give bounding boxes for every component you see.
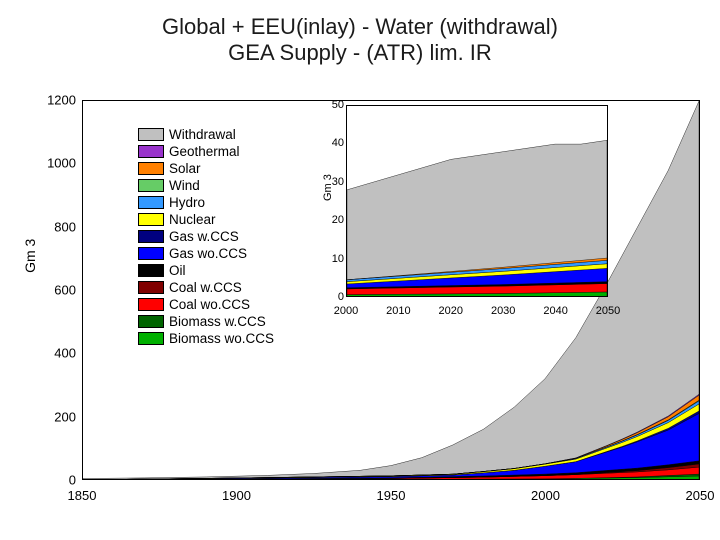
x-tick-label: 1850 (68, 488, 97, 503)
inset-x-ticks: 200020102020203020402050 (346, 299, 608, 315)
y-tick-label: 600 (54, 283, 76, 298)
legend-label: Wind (169, 177, 200, 194)
legend-label: Oil (169, 262, 186, 279)
legend-item: Oil (138, 262, 274, 279)
x-tick-label: 1950 (377, 488, 406, 503)
legend-label: Nuclear (169, 211, 216, 228)
inset-x-tick: 2020 (439, 305, 463, 317)
legend-item: Gas w.CCS (138, 228, 274, 245)
chart-title: Global + EEU(inlay) - Water (withdrawal)… (0, 14, 720, 66)
inset-y-tick: 10 (320, 253, 344, 265)
legend-label: Solar (169, 160, 201, 177)
legend-swatch (138, 264, 164, 277)
y-tick-label: 1200 (47, 93, 76, 108)
legend-swatch (138, 179, 164, 192)
legend-label: Gas wo.CCS (169, 245, 247, 262)
inset-y-tick: 50 (320, 99, 344, 111)
inset-x-tick: 2000 (334, 305, 358, 317)
legend-swatch (138, 128, 164, 141)
legend-item: Nuclear (138, 211, 274, 228)
legend-item: Geothermal (138, 143, 274, 160)
inset-chart: Gm 3 01020304050 20002010202020302040205… (320, 105, 608, 315)
legend-swatch (138, 230, 164, 243)
legend-swatch (138, 315, 164, 328)
y-tick-label: 200 (54, 409, 76, 424)
title-line1: Global + EEU(inlay) - Water (withdrawal) (162, 14, 558, 39)
legend-swatch (138, 281, 164, 294)
legend-item: Gas wo.CCS (138, 245, 274, 262)
legend: WithdrawalGeothermalSolarWindHydroNuclea… (138, 126, 274, 347)
legend-label: Biomass wo.CCS (169, 330, 274, 347)
legend-swatch (138, 196, 164, 209)
inset-x-tick: 2030 (491, 305, 515, 317)
legend-item: Coal wo.CCS (138, 296, 274, 313)
y-tick-label: 0 (69, 473, 76, 488)
inset-y-tick: 30 (320, 176, 344, 188)
inset-x-tick: 2010 (386, 305, 410, 317)
legend-item: Biomass w.CCS (138, 313, 274, 330)
y-axis-label: Gm 3 (22, 239, 38, 273)
x-tick-label: 2000 (531, 488, 560, 503)
legend-item: Coal w.CCS (138, 279, 274, 296)
x-tick-label: 1900 (222, 488, 251, 503)
y-axis-ticks: 020040060080010001200 (40, 100, 80, 480)
legend-swatch (138, 247, 164, 260)
title-line2: GEA Supply - (ATR) lim. IR (0, 40, 720, 66)
inset-x-tick: 2050 (596, 305, 620, 317)
legend-swatch (138, 213, 164, 226)
legend-swatch (138, 298, 164, 311)
legend-label: Withdrawal (169, 126, 236, 143)
legend-item: Biomass wo.CCS (138, 330, 274, 347)
legend-label: Hydro (169, 194, 205, 211)
legend-item: Withdrawal (138, 126, 274, 143)
inset-y-tick: 40 (320, 137, 344, 149)
inset-y-tick: 20 (320, 214, 344, 226)
legend-item: Wind (138, 177, 274, 194)
inset-stacked-areas (347, 106, 607, 297)
legend-label: Biomass w.CCS (169, 313, 266, 330)
inset-y-tick: 0 (320, 291, 344, 303)
legend-item: Hydro (138, 194, 274, 211)
legend-label: Gas w.CCS (169, 228, 239, 245)
y-tick-label: 1000 (47, 156, 76, 171)
y-tick-label: 800 (54, 219, 76, 234)
inset-x-tick: 2040 (543, 305, 567, 317)
legend-swatch (138, 162, 164, 175)
legend-label: Coal w.CCS (169, 279, 242, 296)
inset-plot-area (346, 105, 608, 297)
y-tick-label: 400 (54, 346, 76, 361)
legend-swatch (138, 145, 164, 158)
inset-y-ticks: 01020304050 (320, 105, 344, 297)
x-axis-ticks: 18501900195020002050 (82, 482, 700, 508)
legend-swatch (138, 332, 164, 345)
x-tick-label: 2050 (686, 488, 715, 503)
legend-label: Geothermal (169, 143, 240, 160)
legend-label: Coal wo.CCS (169, 296, 250, 313)
legend-item: Solar (138, 160, 274, 177)
